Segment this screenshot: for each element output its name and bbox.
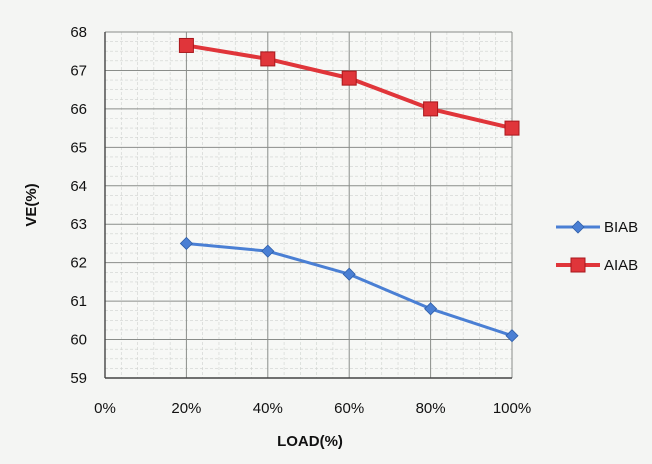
data-point-aiab bbox=[341, 70, 357, 86]
x-tick-label: 40% bbox=[253, 400, 283, 417]
x-axis-title: LOAD(%) bbox=[277, 433, 343, 450]
series-layer bbox=[178, 37, 520, 343]
data-point-biab bbox=[505, 329, 519, 343]
grid-layer bbox=[104, 31, 513, 379]
x-tick-label: 0% bbox=[94, 400, 116, 417]
legend: BIAB AIAB bbox=[556, 219, 638, 274]
y-tick-label: 62 bbox=[70, 255, 87, 272]
x-tick-label: 60% bbox=[334, 400, 364, 417]
legend-label: BIAB bbox=[604, 219, 638, 236]
data-point-biab bbox=[342, 267, 356, 281]
data-point-aiab bbox=[178, 37, 194, 53]
data-point-aiab bbox=[260, 51, 276, 67]
y-tick-label: 68 bbox=[70, 24, 87, 41]
y-tick-label: 64 bbox=[70, 178, 87, 195]
series-aiab bbox=[178, 37, 520, 136]
y-tick-label: 67 bbox=[70, 62, 87, 79]
data-point-aiab bbox=[504, 120, 520, 136]
y-tick-label: 61 bbox=[70, 293, 87, 310]
x-tick-label: 20% bbox=[171, 400, 201, 417]
y-tick-label: 60 bbox=[70, 332, 87, 349]
axis-layer: 59 60 61 62 63 64 65 66 67 68 0% 20% 40% 60% 80% 100% bbox=[70, 24, 531, 417]
legend-item-biab: BIAB bbox=[556, 219, 638, 236]
series-biab bbox=[179, 236, 519, 343]
y-tick-label: 59 bbox=[70, 370, 87, 387]
y-tick-label: 63 bbox=[70, 216, 87, 233]
legend-item-aiab: AIAB bbox=[556, 257, 638, 274]
data-point-biab bbox=[424, 302, 438, 316]
data-point-aiab bbox=[423, 101, 439, 117]
y-tick-label: 66 bbox=[70, 101, 87, 118]
legend-marker bbox=[570, 257, 586, 273]
y-axis-title: VE(%) bbox=[23, 183, 40, 226]
x-tick-label: 100% bbox=[493, 400, 531, 417]
x-tick-label: 80% bbox=[416, 400, 446, 417]
data-point-biab bbox=[261, 244, 275, 258]
data-point-biab bbox=[179, 236, 193, 251]
legend-marker bbox=[571, 220, 585, 234]
y-tick-label: 65 bbox=[70, 139, 87, 156]
legend-label: AIAB bbox=[604, 257, 638, 274]
